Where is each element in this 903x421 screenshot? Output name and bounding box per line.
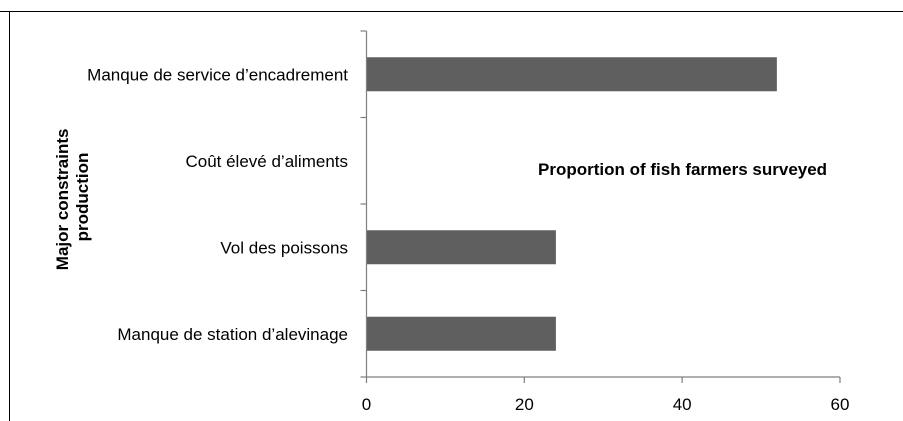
category-labels-group: Manque de service d’encadrement Coût élev… [87,65,348,344]
bars-group [366,57,777,351]
category-label-2: Coût élevé d’aliments [185,152,348,171]
category-label-3: Vol des poissons [220,238,348,257]
y-axis-title-line-1: Major constraints [53,129,72,271]
bar-1 [366,57,777,92]
x-axis-title: Proportion of fish farmers surveyed [538,160,827,179]
category-label-4: Manque de station d’alevinage [117,325,348,344]
y-axis-title-line-2: production [73,153,92,242]
x-tick-labels-group: 0 20 40 60 [362,395,850,414]
bar-4 [366,316,556,351]
bar-3 [366,230,556,265]
x-tick-label-60: 60 [831,395,850,414]
y-axis-title: Major constraints production [53,124,92,270]
x-tick-label-0: 0 [362,395,371,414]
category-label-1: Manque de service d’encadrement [87,65,348,84]
axes-group [360,30,841,383]
x-tick-label-40: 40 [673,395,692,414]
x-tick-label-20: 20 [515,395,534,414]
